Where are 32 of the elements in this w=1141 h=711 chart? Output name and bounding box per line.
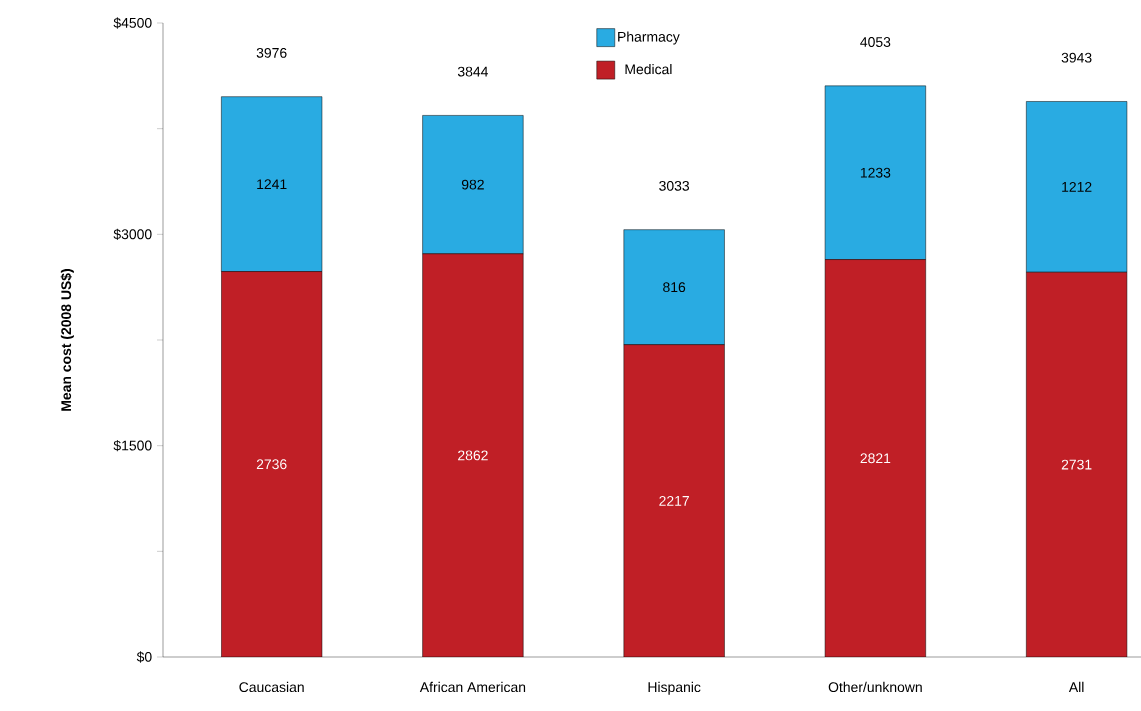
data-label: 982 [461,179,484,190]
x-tick-label: Caucasian [239,681,304,693]
data-label: 816 [663,282,686,293]
bar [221,271,322,657]
bar [825,259,926,657]
bar [623,344,725,657]
data-label: 1241 [257,179,287,189]
data-label: 1212 [1062,181,1092,192]
y-tick-label: $3000 [113,228,152,240]
data-label: 2821 [860,453,891,464]
legend-label: Medical [625,64,672,75]
x-tick-label: Hispanic [648,681,701,695]
data-label: 2217 [659,495,689,506]
y-tick-label: $4500 [113,17,152,29]
data-label: 2862 [458,450,488,461]
total-label: 3844 [457,66,488,77]
total-label: 3943 [1061,52,1092,63]
y-tick-label: $0 [136,651,152,663]
total-label: 4053 [860,37,891,47]
bar [422,253,524,657]
x-tick-label: African American [419,681,526,693]
total-label: 3976 [256,47,287,58]
data-label: 2731 [1061,459,1092,470]
bar [1026,271,1128,657]
x-tick-label: Other/unknown [828,681,922,693]
x-tick-label: All [1068,681,1084,692]
y-tick-label: $1500 [113,440,152,452]
y-axis-title: Mean cost (2008 US$) [60,269,74,411]
data-label: 1233 [860,167,891,178]
data-label: 2736 [256,459,287,470]
legend-label: Pharmacy [618,31,680,45]
total-label: 3033 [659,180,690,191]
